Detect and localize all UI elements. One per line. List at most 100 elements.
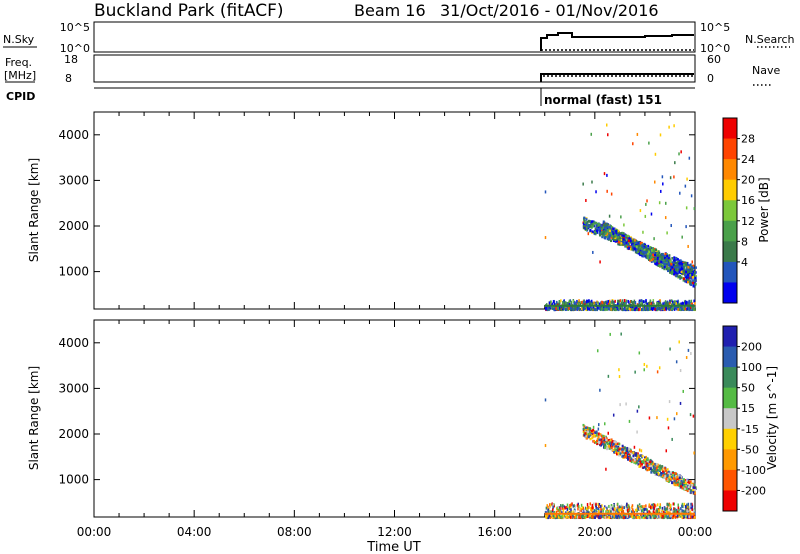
- scatter-cell: [646, 468, 649, 472]
- scatter-cell: [636, 507, 638, 511]
- date-range: 31/Oct/2016 - 01/Nov/2016: [440, 1, 659, 20]
- scatter-cell: [638, 503, 641, 507]
- scatter-cell: [667, 515, 669, 519]
- scatter-cell: [693, 273, 696, 277]
- scatter-cell: [594, 513, 596, 517]
- scatter-cell: [626, 502, 628, 506]
- scatter-cell: [687, 276, 690, 280]
- scatter-cell: [655, 472, 658, 476]
- scatter-cell: [559, 506, 561, 510]
- scatter-cell: [675, 302, 677, 306]
- scatter-cell: [615, 229, 618, 233]
- scatter-cell: [615, 308, 617, 312]
- scatter-cell: [644, 300, 646, 304]
- colorbar-tick-label: 8: [741, 235, 748, 248]
- scatter-cell: [659, 301, 662, 305]
- scatter-cell: [553, 510, 556, 514]
- scatter-cell: [663, 306, 665, 310]
- scatter-cell: [604, 231, 607, 234]
- scatter-cell: [573, 300, 575, 304]
- scatter-cell: [671, 481, 674, 485]
- scatter-cell: [669, 268, 672, 272]
- nave-tick-bottom: 0: [707, 72, 714, 85]
- scatter-cell: [669, 347, 671, 351]
- scatter-cell: [636, 307, 639, 311]
- scatter-cell: [679, 369, 682, 373]
- scatter-cell: [570, 506, 572, 510]
- scatter-cell: [659, 133, 662, 137]
- scatter-cell: [636, 509, 638, 513]
- scatter-cell: [625, 402, 627, 406]
- scatter-cell: [688, 272, 691, 276]
- scatter-cell: [586, 430, 589, 434]
- scatter-cell: [693, 486, 696, 489]
- scatter-cell: [559, 307, 562, 311]
- scatter-cell: [680, 270, 683, 273]
- scatter-cell: [627, 299, 629, 303]
- scatter-cell: [654, 516, 656, 520]
- colorbar-segment: [723, 200, 737, 222]
- scatter-cell: [603, 236, 606, 240]
- scatter-cell: [669, 260, 672, 263]
- scatter-cell: [691, 483, 694, 487]
- scatter-cell: [653, 247, 656, 251]
- scatter-cell: [620, 332, 622, 336]
- scatter-cell: [583, 516, 586, 520]
- scatter-cell: [637, 463, 640, 466]
- scatter-cell: [640, 463, 643, 466]
- scatter-cell: [595, 508, 598, 512]
- scatter-cell: [582, 423, 585, 427]
- colorbar-tick-label: 20: [741, 174, 755, 187]
- scatter-cell: [606, 223, 609, 226]
- scatter-cell: [637, 506, 639, 510]
- scatter-cell: [610, 448, 613, 451]
- colorbar-segment: [723, 367, 737, 389]
- scatter-cell: [690, 299, 692, 303]
- scatter-cell: [603, 172, 606, 176]
- scatter-cell: [617, 510, 619, 514]
- colorbar-segment: [723, 241, 737, 263]
- scatter-cell: [639, 454, 642, 457]
- scatter-cell: [673, 502, 675, 506]
- scatter-cell: [544, 398, 547, 402]
- scatter-cell: [616, 444, 619, 447]
- scatter-cell: [653, 506, 656, 510]
- scatter-cell: [577, 306, 580, 310]
- scatter-cell: [548, 506, 551, 510]
- scatter-cell: [598, 505, 600, 509]
- scatter-cell: [653, 468, 656, 472]
- scatter-cell: [686, 515, 689, 519]
- scatter-cell: [548, 513, 551, 517]
- scatter-cell: [607, 510, 610, 514]
- scatter-cell: [652, 503, 655, 507]
- scatter-cell: [552, 503, 554, 507]
- scatter-cell: [689, 281, 692, 285]
- scatter-cell: [650, 256, 653, 260]
- scatter-cell: [677, 474, 680, 477]
- scatter-cell: [599, 306, 601, 310]
- scatter-cell: [692, 264, 695, 268]
- scatter-cell: [670, 299, 673, 303]
- scatter-cell: [659, 255, 662, 258]
- scatter-cell: [632, 508, 635, 512]
- scatter-cell: [667, 503, 670, 507]
- scatter-cell: [673, 307, 676, 311]
- scatter-cell: [657, 515, 659, 519]
- scatter-cell: [650, 258, 653, 262]
- scatter-cell: [590, 506, 592, 510]
- scatter-cell: [605, 232, 608, 235]
- scatter-cell: [618, 300, 620, 304]
- scatter-cell: [626, 308, 628, 312]
- scatter-cell: [576, 503, 579, 507]
- scatter-cell: [648, 416, 651, 420]
- scatter-cell: [652, 462, 655, 466]
- scatter-cell: [676, 303, 678, 307]
- scatter-cell: [648, 510, 650, 514]
- scatter-cell: [663, 262, 666, 266]
- scatter-cell: [592, 250, 594, 254]
- scatter-cell: [673, 256, 676, 259]
- scatter-cell: [575, 514, 578, 518]
- scatter-cell: [588, 307, 591, 311]
- scatter-cell: [586, 220, 589, 224]
- scatter-cell: [634, 462, 637, 465]
